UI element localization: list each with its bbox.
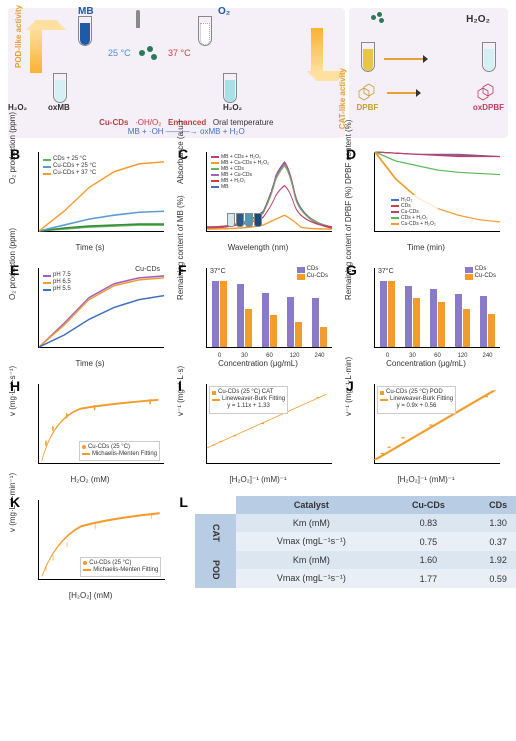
bar [405, 286, 412, 347]
mb-label: MB [78, 6, 94, 17]
panel-e: E O₂ production (ppm) Time (s) Cu-CDs pH… [8, 260, 172, 370]
center-catalyst-icon [133, 46, 163, 66]
category-label: 60 [262, 353, 277, 359]
legend-k: Cu-CDs (25 °C) Michaelis-Menten Fitting [80, 557, 161, 577]
oxdpbf-molecule-icon [478, 84, 498, 100]
bar-group [237, 268, 252, 347]
bar [287, 297, 294, 347]
category-label: 30 [237, 353, 252, 359]
category-label: 0 [380, 353, 395, 359]
chart-h-area: Cu-CDs (25 °C) Michaelis-Menten Fitting [38, 384, 164, 464]
panel-a-left-schematic: MB O₂ oxMB H₂O₂ H₂O₂ 25 °C 37 °C POD-lik… [8, 8, 345, 138]
panel-i: I v⁻¹ (mg⁻¹·L·s) [H₂O₂]⁻¹ (mM)⁻¹ Cu-CDs … [176, 376, 340, 486]
legend-g: CDs Cu-CDs [463, 264, 498, 282]
panel-l: L CatalystCu-CDsCDs CATKm (mM)0.831.30 V… [177, 492, 508, 602]
panel-a: A MB O₂ oxMB H₂O₂ H₂O₂ 25 °C 37 °C POD-l… [8, 8, 508, 138]
bar-group [430, 268, 445, 347]
tube-h2o2 [223, 73, 237, 103]
panel-f: F Remaining content of MB (%) Concentrat… [176, 260, 340, 370]
bar [320, 327, 327, 347]
panel-j: J v⁻¹ (mg⁻¹·L·min) [H₂O₂]⁻¹ (mM)⁻¹ Cu-CD… [344, 376, 508, 486]
bar [295, 322, 302, 347]
legend-j: Cu-CDs (25 °C) POD Lineweaver-Burk Fitti… [377, 386, 456, 414]
bar [245, 309, 252, 347]
oxmb-label: oxMB [48, 103, 70, 112]
chart-k-area: Cu-CDs (25 °C) Michaelis-Menten Fitting [38, 500, 165, 580]
bar [430, 289, 437, 347]
legend-d: H₂O₂ CDs Cu-CDs CDs + H₂O₂ Cu-CDs + H₂O₂ [389, 195, 438, 229]
category-label: 240 [480, 353, 495, 359]
chart-b-area: CDs + 25 °C Cu-CDs + 25 °C Cu-CDs + 37 °… [38, 152, 164, 232]
chart-d-area: H₂O₂ CDs Cu-CDs CDs + H₂O₂ Cu-CDs + H₂O₂ [374, 152, 500, 232]
bar [262, 293, 269, 347]
category-label: 120 [287, 353, 302, 359]
pod-label: POD-like activity [14, 5, 23, 68]
tube-white [198, 16, 212, 46]
bar-group [262, 268, 277, 347]
category-label: 0 [212, 353, 227, 359]
bar [463, 309, 470, 347]
bar [312, 298, 319, 347]
legend-c: MB + CDs + H₂O₂ MB + Cu-CDs + H₂O₂ MB + … [209, 152, 271, 192]
tube-dpbf [361, 42, 375, 72]
pod-arrow [30, 28, 42, 73]
h2o2-left: H₂O₂ [8, 103, 27, 112]
bar [212, 281, 219, 347]
inset-vials [227, 213, 262, 227]
panel-k: K v (mg·L⁻¹·min⁻¹) [H₂O₂] (mM) Cu-CDs (2… [8, 492, 173, 602]
bar [413, 298, 420, 347]
catalyst-icon-right [367, 12, 387, 26]
kinetics-table: CatalystCu-CDsCDs CATKm (mM)0.831.30 Vma… [195, 496, 516, 588]
chart-i-area: Cu-CDs (25 °C) CAT Lineweaver-Burk Fitti… [206, 384, 332, 464]
panel-g: G Remaining content of DPBF (%) Concentr… [344, 260, 508, 370]
bar [455, 294, 462, 347]
molecule-arrow [387, 92, 417, 94]
temp-37: 37 °C [168, 48, 191, 58]
dropper-icon [136, 10, 140, 28]
panel-c: C Absorbance (a.u.) Wavelength (nm) MB +… [176, 144, 340, 254]
category-label: 30 [405, 353, 420, 359]
bar [380, 281, 387, 347]
temp-25: 25 °C [108, 48, 131, 58]
bar-group [212, 268, 227, 347]
bar [220, 281, 227, 347]
reaction-arrow-right [384, 58, 424, 60]
panel-d: D DPBF content (%) Time (min) H₂O₂ CDs C… [344, 144, 508, 254]
oxdpbf-label: oxDPBF [473, 103, 504, 112]
reaction-text: Cu-CDs ·OH/O₂ Enhanced Oral temperature … [38, 118, 335, 136]
cat-arrow [311, 28, 323, 73]
panel-h: H v (mg·L⁻¹·s⁻¹) H₂O₂ (mM) Cu-CDs (25 °C… [8, 376, 172, 486]
chart-j-area: Cu-CDs (25 °C) POD Lineweaver-Burk Fitti… [374, 384, 500, 464]
chart-c-area: MB + CDs + H₂O₂ MB + Cu-CDs + H₂O₂ MB + … [206, 152, 332, 232]
h2o2-label: H₂O₂ [223, 103, 242, 112]
legend-e: pH 7.5 pH 6.5 pH 5.5 [41, 270, 73, 296]
tube-mb [78, 16, 92, 46]
h2o2-right: H₂O₂ [466, 14, 490, 25]
bar-group [405, 268, 420, 347]
tube-oxdpbf [482, 42, 496, 72]
category-label: 240 [312, 353, 327, 359]
bar [438, 302, 445, 347]
bar [480, 296, 487, 347]
bar [488, 314, 495, 347]
bar-group [380, 268, 395, 347]
legend-b: CDs + 25 °C Cu-CDs + 25 °C Cu-CDs + 37 °… [41, 154, 98, 180]
dpbf-molecule-icon [359, 84, 379, 100]
category-label: 60 [430, 353, 445, 359]
bar [237, 284, 244, 347]
chart-e-area: pH 7.5 pH 6.5 pH 5.5 [38, 268, 164, 348]
panel-a-right-schematic: H₂O₂ DPBF oxDPBF [349, 8, 509, 138]
bar [270, 315, 277, 347]
dpbf-label: DPBF [357, 103, 379, 112]
legend-i: Cu-CDs (25 °C) CAT Lineweaver-Burk Fitti… [209, 386, 288, 414]
legend-f: CDs Cu-CDs [295, 264, 330, 282]
legend-h: Cu-CDs (25 °C) Michaelis-Menten Fitting [79, 441, 160, 461]
tube-oxmb [53, 73, 67, 103]
category-label: 120 [455, 353, 470, 359]
bar [388, 281, 395, 347]
panel-b: B O₂ production (ppm) Time (s) CDs + 25 … [8, 144, 172, 254]
o2-label: O₂ [218, 6, 230, 17]
